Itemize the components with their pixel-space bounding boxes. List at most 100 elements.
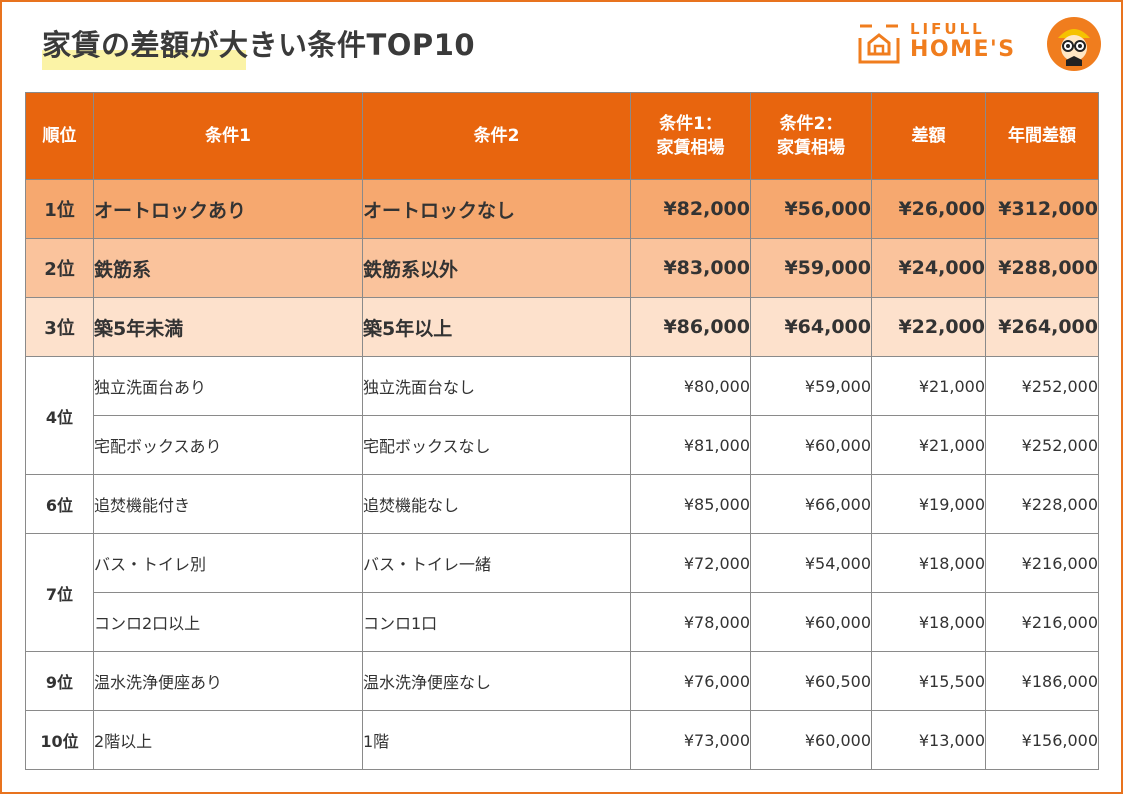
cond2-cell: オートロックなし: [362, 179, 631, 239]
cond2-cell: バス・トイレ一緒: [362, 533, 631, 593]
table-row: 3位 築5年未満 築5年以上 ¥86,000 ¥64,000 ¥22,000 ¥…: [25, 297, 1099, 357]
annual-cell: ¥156,000: [985, 710, 1099, 770]
table-row: 1位 オートロックあり オートロックなし ¥82,000 ¥56,000 ¥26…: [25, 179, 1099, 239]
header-rent2: 条件2： 家賃相場: [750, 92, 872, 180]
diff-cell: ¥18,000: [871, 592, 986, 652]
rank-cell: 1位: [25, 179, 94, 239]
cond2-cell: 築5年以上: [362, 297, 631, 357]
header-cond1: 条件1: [93, 92, 363, 180]
annual-cell: ¥216,000: [985, 533, 1099, 593]
cond1-cell: バス・トイレ別: [93, 533, 363, 593]
cond1-cell: コンロ2口以上: [93, 592, 363, 652]
rent1-cell: ¥73,000: [630, 710, 751, 770]
brand-logo: LIFULL HOME'S: [856, 16, 1106, 74]
annual-cell: ¥186,000: [985, 651, 1099, 711]
rent1-cell: ¥86,000: [630, 297, 751, 357]
annual-cell: ¥288,000: [985, 238, 1099, 298]
table-row: コンロ2口以上 コンロ1口 ¥78,000 ¥60,000 ¥18,000 ¥2…: [26, 592, 1099, 652]
rent1-cell: ¥72,000: [630, 533, 751, 593]
brand-name-top: LIFULL: [910, 20, 985, 38]
rent2-cell: ¥60,000: [750, 710, 872, 770]
mascot-icon: [1047, 17, 1101, 71]
rent2-cell: ¥60,000: [750, 592, 872, 652]
diff-cell: ¥26,000: [871, 179, 986, 239]
rent1-cell: ¥85,000: [630, 474, 751, 534]
table-header-row: 順位 条件1 条件2 条件1： 家賃相場 条件2： 家賃相場 差額 年間差額: [25, 92, 1099, 180]
cond2-cell: 追焚機能なし: [362, 474, 631, 534]
diff-cell: ¥15,500: [871, 651, 986, 711]
cond2-cell: 独立洗面台なし: [362, 356, 631, 416]
header-diff: 差額: [871, 92, 986, 180]
cond2-cell: コンロ1口: [362, 592, 631, 652]
rent2-cell: ¥66,000: [750, 474, 872, 534]
rank-cell: 4位: [25, 356, 94, 475]
header-rent1-line1: 条件1：: [659, 114, 722, 134]
page-title: 家賃の差額が大きい条件TOP10: [42, 28, 476, 62]
cond2-cell: 鉄筋系以外: [362, 238, 631, 298]
cond1-cell: オートロックあり: [93, 179, 363, 239]
rent2-cell: ¥54,000: [750, 533, 872, 593]
brand-name-bottom: HOME'S: [910, 37, 1016, 62]
cond1-cell: 2階以上: [93, 710, 363, 770]
cond1-cell: 温水洗浄便座あり: [93, 651, 363, 711]
header-rent1: 条件1： 家賃相場: [630, 92, 751, 180]
ranking-table: 順位 条件1 条件2 条件1： 家賃相場 条件2： 家賃相場 差額 年間差額 1…: [25, 92, 1099, 770]
header-cond2: 条件2: [362, 92, 631, 180]
header-rent1-line2: 家賃相場: [656, 138, 725, 158]
rent2-cell: ¥64,000: [750, 297, 872, 357]
table-row: 9位 温水洗浄便座あり 温水洗浄便座なし ¥76,000 ¥60,500 ¥15…: [25, 651, 1099, 711]
rank-cell: 3位: [25, 297, 94, 357]
table-row: 10位 2階以上 1階 ¥73,000 ¥60,000 ¥13,000 ¥156…: [25, 710, 1099, 770]
diff-cell: ¥19,000: [871, 474, 986, 534]
rent2-cell: ¥60,000: [750, 415, 872, 475]
table-row: 4位 独立洗面台あり 独立洗面台なし ¥80,000 ¥59,000 ¥21,0…: [25, 356, 1099, 475]
annual-cell: ¥252,000: [985, 356, 1099, 416]
cond1-cell: 鉄筋系: [93, 238, 363, 298]
rent2-cell: ¥56,000: [750, 179, 872, 239]
house-icon: [858, 24, 900, 64]
annual-cell: ¥216,000: [985, 592, 1099, 652]
rent1-cell: ¥81,000: [630, 415, 751, 475]
rent2-cell: ¥60,500: [750, 651, 872, 711]
rank-cell: 9位: [25, 651, 94, 711]
cond1-cell: 宅配ボックスあり: [93, 415, 363, 475]
rent1-cell: ¥76,000: [630, 651, 751, 711]
diff-cell: ¥21,000: [871, 356, 986, 416]
annual-cell: ¥228,000: [985, 474, 1099, 534]
diff-cell: ¥13,000: [871, 710, 986, 770]
table-row: 6位 追焚機能付き 追焚機能なし ¥85,000 ¥66,000 ¥19,000…: [25, 474, 1099, 534]
title-highlight: [42, 50, 246, 70]
header-rent2-line2: 家賃相場: [777, 138, 845, 158]
rank-cell: 6位: [25, 474, 94, 534]
title-block: 家賃の差額が大きい条件TOP10: [42, 22, 476, 70]
rank-cell: 2位: [25, 238, 94, 298]
header-annual: 年間差額: [985, 92, 1099, 180]
diff-cell: ¥22,000: [871, 297, 986, 357]
rent1-cell: ¥82,000: [630, 179, 751, 239]
annual-cell: ¥252,000: [985, 415, 1099, 475]
rank-cell: 10位: [25, 710, 94, 770]
cond2-cell: 温水洗浄便座なし: [362, 651, 631, 711]
diff-cell: ¥21,000: [871, 415, 986, 475]
header-rank: 順位: [25, 92, 94, 180]
rent1-cell: ¥80,000: [630, 356, 751, 416]
header-rent2-line1: 条件2：: [779, 114, 843, 134]
cond2-cell: 宅配ボックスなし: [362, 415, 631, 475]
table-row: 宅配ボックスあり 宅配ボックスなし ¥81,000 ¥60,000 ¥21,00…: [26, 415, 1099, 475]
cond1-cell: 築5年未満: [93, 297, 363, 357]
cond1-cell: 追焚機能付き: [93, 474, 363, 534]
table-row: 2位 鉄筋系 鉄筋系以外 ¥83,000 ¥59,000 ¥24,000 ¥28…: [25, 238, 1099, 298]
rank-cell: 7位: [25, 533, 94, 652]
cond2-cell: 1階: [362, 710, 631, 770]
rent2-cell: ¥59,000: [750, 238, 872, 298]
table-row: 7位 バス・トイレ別 バス・トイレ一緒 ¥72,000 ¥54,000 ¥18,…: [25, 533, 1099, 652]
annual-cell: ¥264,000: [985, 297, 1099, 357]
rent1-cell: ¥78,000: [630, 592, 751, 652]
cond1-cell: 独立洗面台あり: [93, 356, 363, 416]
rent1-cell: ¥83,000: [630, 238, 751, 298]
rent2-cell: ¥59,000: [750, 356, 872, 416]
diff-cell: ¥24,000: [871, 238, 986, 298]
annual-cell: ¥312,000: [985, 179, 1099, 239]
diff-cell: ¥18,000: [871, 533, 986, 593]
